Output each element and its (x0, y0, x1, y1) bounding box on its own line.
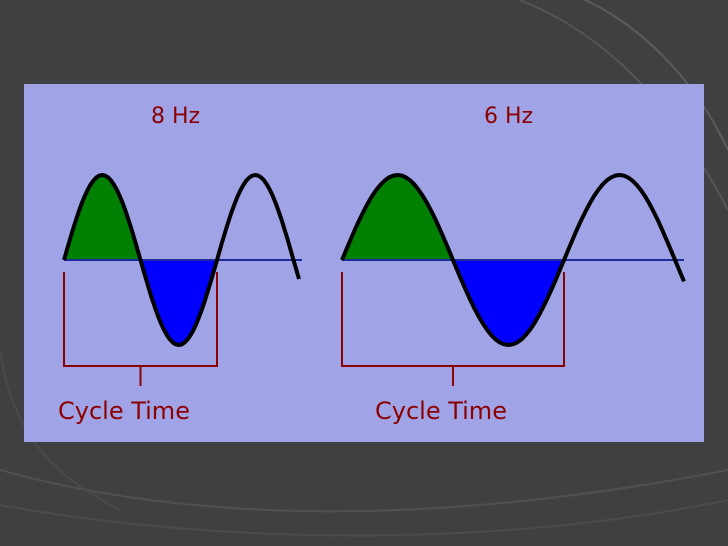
cycle-bracket (341, 272, 565, 386)
wave-8hz (62, 173, 302, 386)
frequency-label-6hz: 6 Hz (484, 104, 534, 129)
cycle-time-label-6hz: Cycle Time (375, 397, 507, 425)
cycle-time-label-8hz: Cycle Time (58, 397, 190, 425)
sine-curve (62, 173, 301, 347)
positive-half-fill (342, 175, 453, 260)
sine-curve (340, 173, 686, 347)
positive-half-fill (64, 175, 141, 260)
cycle-bracket (63, 272, 218, 386)
negative-half-fill (140, 260, 217, 345)
negative-half-fill (453, 260, 564, 345)
backdrop-curve (0, 469, 728, 513)
diagram-panel: 8 Hz 6 Hz Cycle Time Cycle Time (24, 84, 704, 442)
wave-6hz (340, 173, 686, 386)
waveform-diagram (62, 173, 686, 386)
frequency-label-8hz: 8 Hz (151, 104, 201, 129)
backdrop-curve (0, 499, 728, 537)
backdrop-curve (584, 0, 728, 151)
